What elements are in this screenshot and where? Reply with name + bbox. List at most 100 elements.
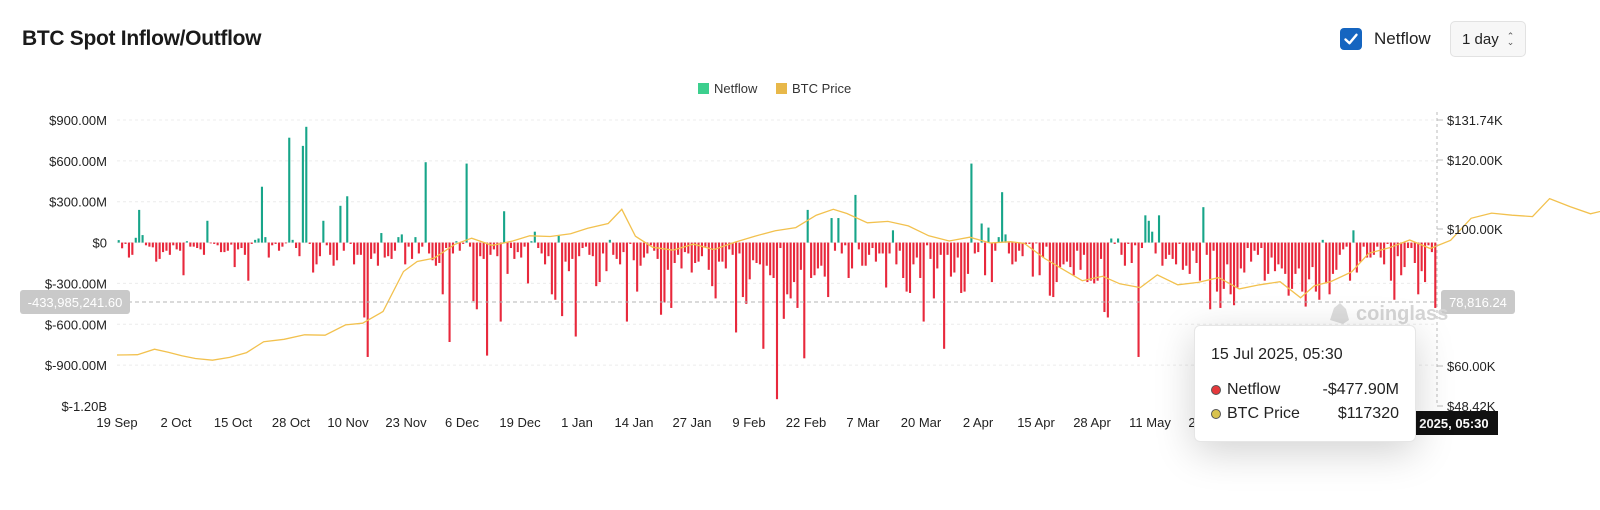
netflow-bar [366,242,369,357]
netflow-bar [492,242,495,250]
netflow-bar [1041,242,1045,258]
netflow-bar [557,235,560,243]
netflow-bar [990,242,993,283]
netflow-bar [1192,242,1195,251]
netflow-bar [1209,242,1212,310]
netflow-bar [196,242,199,249]
netflow-bar [325,242,328,246]
netflow-bar [810,242,813,278]
netflow-toggle[interactable]: Netflow [1340,28,1431,50]
netflow-bar [717,242,721,262]
netflow-bar [346,196,349,243]
netflow-bar [1065,242,1068,262]
interval-select[interactable]: 1 day ⌃ ⌄ [1450,21,1526,57]
netflow-bar [1076,242,1079,251]
netflow-bar [1117,238,1120,243]
tooltip-netflow-value: -$477.90M [1322,381,1400,398]
netflow-bar [1406,242,1410,249]
netflow-bar [1389,242,1393,281]
x-tick-label: 2 [1188,415,1195,430]
y-right-tick-label: $48.42K [1447,399,1496,414]
netflow-bar [1311,242,1314,268]
netflow-bar [827,242,830,298]
netflow-bar [434,242,437,266]
netflow-bar [1410,242,1413,249]
netflow-bar [694,242,697,263]
netflow-bar [619,242,622,265]
netflow-bar [1093,242,1096,284]
tooltip-date: 15 Jul 2025, 05:30 [1211,346,1343,363]
netflow-bar [844,242,847,246]
netflow-bar [499,242,502,322]
netflow-bar [830,218,833,243]
netflow-bar [673,242,676,263]
netflow-bar [547,242,550,257]
netflow-toggle-label: Netflow [1374,29,1431,48]
netflow-bar [172,242,175,246]
netflow-bar [161,242,165,253]
netflow-bar [745,242,748,304]
netflow-bar [383,242,386,258]
netflow-bar [711,242,714,287]
tooltip-btc-price-label: BTC Price [1227,405,1300,422]
netflow-bar [1120,242,1123,255]
netflow-bar [472,242,475,302]
netflow-bar [1301,242,1304,292]
tooltip-btc-price-value: $117320 [1337,405,1399,422]
x-tick-label: 23 Nov [385,415,427,430]
netflow-bar [1267,242,1270,274]
netflow-bar [1106,242,1109,318]
netflow-bar [690,242,693,273]
y-left-tick-label: $-900.00M [45,358,107,373]
netflow-bar [926,242,929,246]
netflow-bar [1369,242,1372,258]
netflow-bar [847,242,850,278]
netflow-bar [963,242,966,292]
netflow-bar [1144,215,1147,243]
netflow-bar [1304,242,1307,307]
netflow-bar [267,242,270,258]
netflow-bar [929,242,932,259]
coinglass-logo-icon [1330,303,1349,324]
netflow-bar [298,242,301,257]
netflow-bars[interactable] [117,126,1437,400]
netflow-bar [782,242,785,319]
netflow-bar [735,242,738,333]
y-left-tick-label: $900.00M [49,113,107,128]
netflow-bar [438,242,441,263]
btc-price-line[interactable] [116,160,1600,361]
netflow-bar [779,242,782,249]
netflow-bar [1011,242,1014,265]
x-tick-label: 15 Apr [1017,415,1055,430]
netflow-bar [533,231,536,243]
netflow-bar [1243,242,1246,273]
x-tick-label: 10 Nov [327,415,369,430]
netflow-bar [482,242,485,259]
y-left-tick-label: $-300.00M [45,276,107,291]
netflow-bar [987,227,990,243]
netflow-bar [1001,192,1004,243]
netflow-bar [1222,242,1225,289]
netflow-bar [584,242,588,247]
x-tick-label: 20 Mar [901,415,942,430]
netflow-bar [714,242,717,299]
netflow-bar [1348,242,1352,281]
netflow-bar [984,242,987,276]
netflow-bar [629,242,632,244]
netflow-bar [1028,242,1031,244]
netflow-bar [605,242,608,272]
netflow-bar [158,242,161,259]
page-title: BTC Spot Inflow/Outflow [22,27,262,50]
netflow-bar [144,242,148,246]
netflow-bar [642,242,646,258]
netflow-bar [182,242,185,276]
netflow-bar [953,242,956,273]
netflow-bar [1205,242,1208,255]
netflow-checkbox[interactable] [1340,28,1362,50]
netflow-bar [1331,242,1335,274]
netflow-bar [1202,207,1205,243]
btc-price-path [116,197,1600,361]
netflow-bar [1147,220,1150,243]
netflow-bar [189,242,192,247]
